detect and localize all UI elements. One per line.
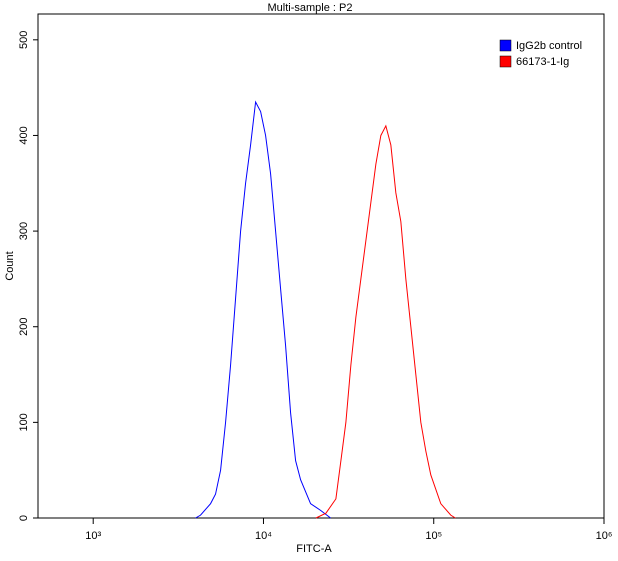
legend-label: 66173-1-Ig bbox=[516, 56, 569, 68]
y-axis-label: Count bbox=[4, 251, 16, 280]
x-tick-label: 10⁴ bbox=[255, 530, 272, 542]
x-tick-label: 10³ bbox=[85, 530, 101, 542]
y-tick-label: 400 bbox=[18, 126, 30, 144]
legend-label: IgG2b control bbox=[516, 40, 582, 52]
y-tick-label: 100 bbox=[18, 413, 30, 431]
x-tick-label: 10⁶ bbox=[596, 530, 613, 542]
series-line bbox=[315, 124, 456, 519]
legend-swatch bbox=[499, 55, 512, 68]
y-tick-label: 200 bbox=[18, 318, 30, 336]
y-tick-label: 500 bbox=[18, 31, 30, 49]
x-tick-label: 10⁵ bbox=[425, 530, 442, 542]
x-axis-label: FITC-A bbox=[296, 543, 332, 555]
y-tick-label: 0 bbox=[18, 515, 30, 521]
chart-title: Multi-sample : P2 bbox=[268, 2, 353, 14]
series-line bbox=[195, 100, 331, 519]
y-tick-label: 300 bbox=[18, 222, 30, 240]
legend-swatch bbox=[499, 39, 512, 52]
plot-frame bbox=[37, 13, 605, 519]
